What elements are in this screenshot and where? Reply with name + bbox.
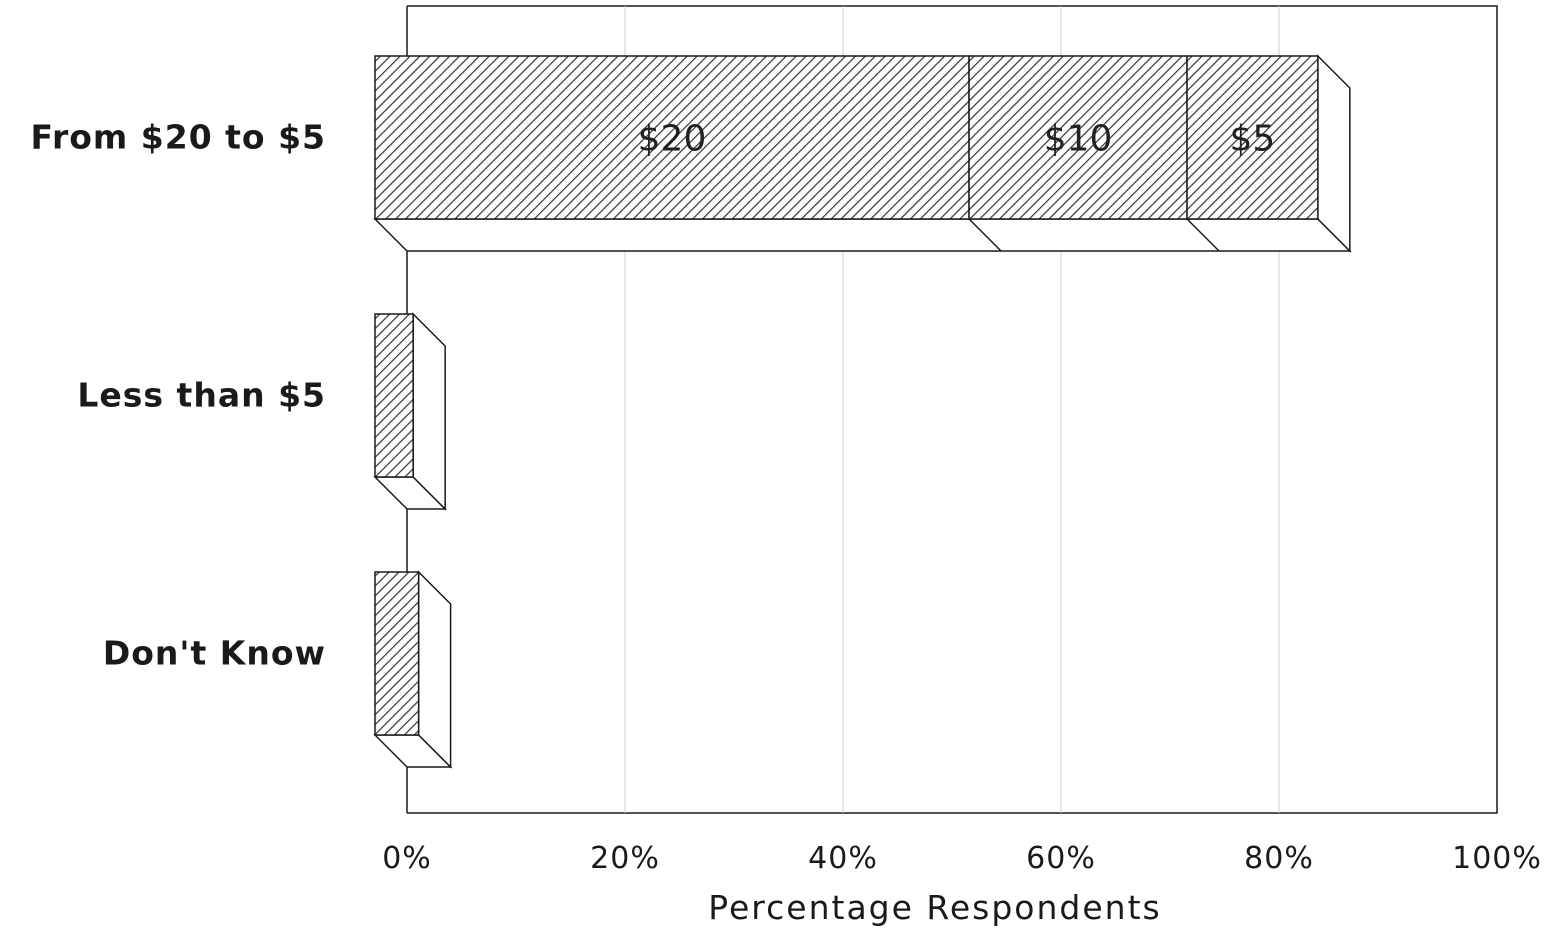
- category-label-1: Less than $5: [77, 376, 326, 415]
- x-tick-label-100: 100%: [1452, 841, 1542, 876]
- segment-label-1: $10: [1044, 119, 1113, 160]
- segment-label-2: $5: [1230, 119, 1276, 160]
- x-tick-label-0: 0%: [382, 841, 432, 876]
- category-label-0: From $20 to $5: [31, 118, 326, 157]
- x-tick-label-60: 60%: [1026, 841, 1096, 876]
- bar-1-segment-0: [375, 314, 413, 477]
- bars-layer: [375, 56, 1350, 767]
- x-tick-label-80: 80%: [1244, 841, 1314, 876]
- x-tick-label-20: 20%: [590, 841, 660, 876]
- x-axis-title: Percentage Respondents: [708, 888, 1161, 927]
- category-label-2: Don't Know: [103, 634, 326, 673]
- bar-side-face-1: [413, 314, 445, 509]
- bar-2-segment-0: [375, 572, 419, 735]
- segment-label-0: $20: [638, 119, 707, 160]
- bar-side-face-0: [1318, 56, 1350, 251]
- bar-side-face-2: [419, 572, 451, 767]
- x-tick-label-40: 40%: [808, 841, 878, 876]
